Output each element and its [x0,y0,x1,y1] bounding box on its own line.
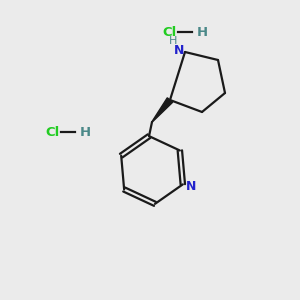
Text: N: N [174,44,184,56]
Text: H: H [80,125,91,139]
Polygon shape [152,98,173,122]
Text: Cl: Cl [45,125,59,139]
Text: Cl: Cl [162,26,176,38]
Text: H: H [169,36,177,46]
Text: N: N [186,180,196,193]
Text: H: H [197,26,208,38]
